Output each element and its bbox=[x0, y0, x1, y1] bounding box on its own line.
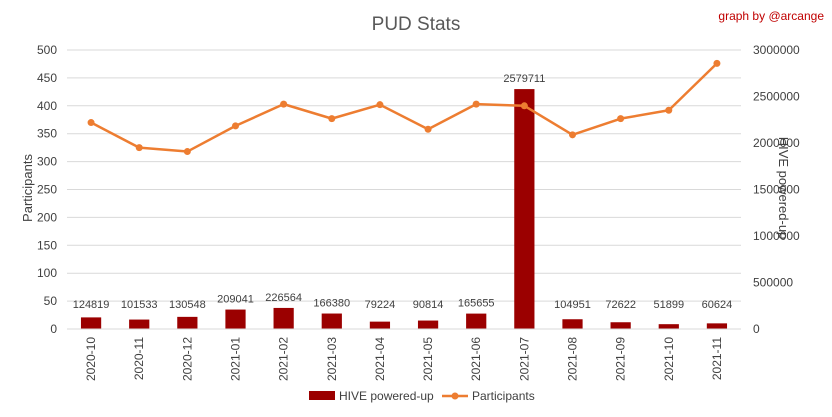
x-tick-label: 2021-05 bbox=[421, 337, 435, 381]
bar-data-label: 60624 bbox=[702, 299, 733, 311]
gridlines bbox=[67, 49, 741, 302]
line-point bbox=[232, 122, 239, 130]
data-labels: 124819 101533 130548 209041 226564 166380 7922… bbox=[73, 73, 733, 311]
bar-data-label: 130548 bbox=[169, 299, 206, 311]
bar bbox=[273, 307, 294, 329]
legend: HIVE powered-up Participants bbox=[309, 389, 535, 403]
x-tick-label: 2021-04 bbox=[373, 337, 387, 381]
x-tick-label: 2021-11 bbox=[710, 337, 724, 380]
bar bbox=[466, 313, 487, 329]
y-left-tick-label: 250 bbox=[37, 183, 57, 197]
line-series bbox=[87, 59, 721, 156]
bar-data-label: 72622 bbox=[605, 299, 636, 311]
bar bbox=[80, 317, 102, 329]
bar-data-label: 209041 bbox=[217, 294, 254, 306]
chart-title: PUD Stats bbox=[372, 14, 461, 35]
x-tick-label: 2021-10 bbox=[662, 337, 676, 381]
bar-data-label: 51899 bbox=[653, 299, 684, 311]
line-point bbox=[135, 144, 143, 152]
bar bbox=[610, 322, 631, 329]
axes: 0 50 100 150 200 250 300 350 400 450 500 0 500000 100… bbox=[37, 43, 800, 381]
y-axis-left-label: Participants bbox=[20, 154, 35, 222]
bar bbox=[177, 316, 198, 329]
bar bbox=[706, 323, 728, 329]
y-left-tick-label: 50 bbox=[44, 294, 58, 308]
bar-data-label: 124819 bbox=[73, 299, 110, 311]
bar bbox=[321, 313, 342, 329]
bar-data-label: 166380 bbox=[313, 298, 350, 310]
line-point bbox=[328, 115, 336, 123]
legend-bar-label: HIVE powered-up bbox=[339, 389, 434, 403]
line-point bbox=[713, 59, 721, 67]
bar-series bbox=[80, 89, 728, 329]
legend-line-label: Participants bbox=[472, 389, 535, 403]
legend-bar-swatch bbox=[309, 391, 335, 400]
bar-data-label: 79224 bbox=[365, 299, 396, 311]
bar bbox=[369, 321, 391, 329]
line-point bbox=[183, 148, 191, 156]
y-left-tick-label: 450 bbox=[37, 71, 57, 85]
bar-data-label: 2579711 bbox=[503, 73, 545, 85]
x-tick-label: 2020-10 bbox=[84, 337, 98, 381]
y-left-tick-label: 100 bbox=[37, 266, 57, 280]
y-left-tick-label: 350 bbox=[37, 127, 57, 141]
bar bbox=[129, 319, 150, 329]
x-tick-label: 2021-08 bbox=[566, 337, 580, 381]
line-point bbox=[376, 101, 384, 109]
line-point bbox=[520, 102, 528, 110]
y-right-tick-label: 2500000 bbox=[753, 90, 800, 104]
participants-line bbox=[90, 62, 718, 153]
line-point bbox=[617, 115, 625, 123]
bar bbox=[417, 320, 439, 329]
y-right-tick-label: 0 bbox=[753, 322, 760, 336]
bar bbox=[562, 319, 583, 329]
line-point bbox=[424, 125, 432, 133]
y-right-tick-label: 500000 bbox=[753, 276, 793, 290]
bar-data-label: 165655 bbox=[458, 298, 495, 310]
line-point bbox=[472, 100, 480, 108]
y-left-tick-label: 0 bbox=[50, 322, 57, 336]
bar bbox=[225, 309, 246, 329]
line-point bbox=[665, 106, 673, 114]
x-tick-label: 2021-02 bbox=[277, 337, 291, 381]
y-left-tick-label: 150 bbox=[37, 238, 57, 252]
line-point bbox=[87, 119, 95, 127]
line-point bbox=[280, 100, 288, 108]
x-tick-label: 2021-09 bbox=[614, 337, 628, 381]
x-tick-label: 2020-11 bbox=[132, 337, 146, 380]
bar-data-label: 104951 bbox=[554, 299, 591, 311]
x-tick-label: 2021-06 bbox=[469, 337, 483, 381]
y-right-tick-label: 2000000 bbox=[753, 136, 800, 150]
legend-line-marker bbox=[451, 392, 459, 400]
x-tick-label: 2020-12 bbox=[180, 337, 194, 381]
bar-data-label: 101533 bbox=[121, 299, 158, 311]
bar-data-label: 90814 bbox=[413, 299, 444, 311]
bar bbox=[658, 324, 679, 329]
y-left-tick-label: 400 bbox=[37, 99, 57, 113]
y-left-tick-label: 200 bbox=[37, 210, 57, 224]
x-tick-label: 2021-01 bbox=[229, 337, 243, 381]
bar bbox=[514, 89, 535, 329]
bar-data-label: 226564 bbox=[265, 292, 302, 304]
y-left-tick-label: 500 bbox=[37, 43, 57, 57]
line-point bbox=[569, 131, 576, 139]
x-tick-label: 2021-03 bbox=[325, 337, 339, 381]
y-right-tick-label: 3000000 bbox=[753, 43, 800, 57]
y-left-tick-label: 300 bbox=[37, 155, 57, 169]
attribution-text: graph by @arcange bbox=[718, 9, 824, 23]
y-axis-right-label: HIVE powered-up bbox=[776, 137, 791, 240]
x-tick-label: 2021-07 bbox=[517, 337, 531, 381]
y-right-tick-label: 1000000 bbox=[753, 229, 800, 243]
y-right-tick-label: 1500000 bbox=[753, 183, 800, 197]
